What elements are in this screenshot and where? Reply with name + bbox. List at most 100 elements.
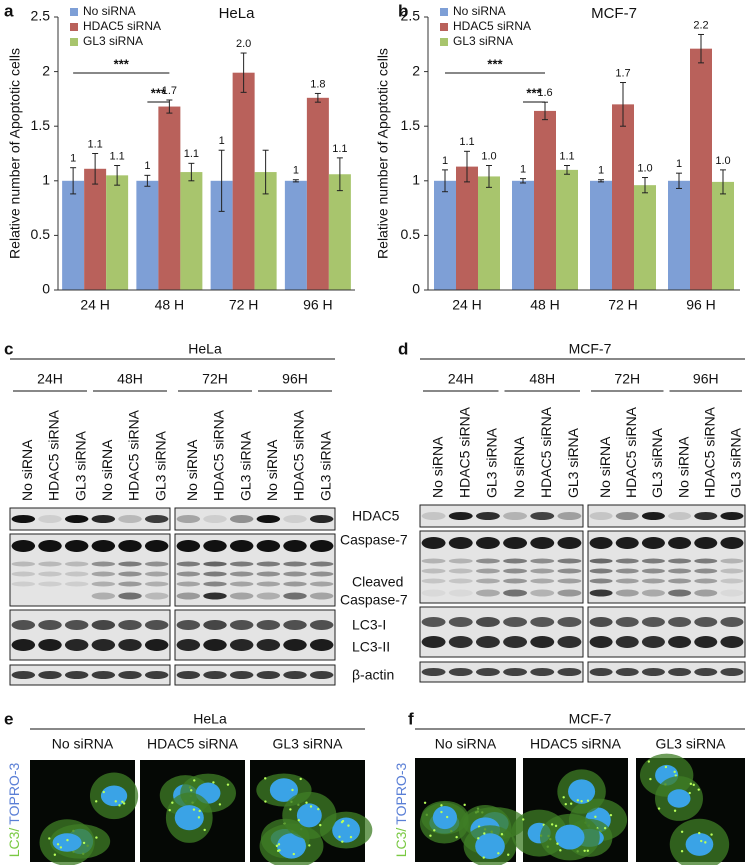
lc3-puncta bbox=[700, 839, 703, 843]
blot-band bbox=[203, 620, 227, 630]
micrograph-title: MCF-7 bbox=[569, 711, 612, 727]
bar bbox=[512, 180, 534, 290]
lc3-puncta bbox=[198, 809, 201, 813]
lc3-puncta bbox=[497, 852, 500, 855]
lc3-puncta bbox=[586, 799, 590, 802]
lane-label: GL3 siRNA bbox=[72, 430, 88, 501]
lc3-puncta bbox=[53, 853, 57, 856]
blot-band bbox=[530, 578, 555, 584]
y-tick-label: 2 bbox=[412, 62, 420, 78]
bar bbox=[158, 106, 181, 290]
blot-band bbox=[615, 537, 639, 549]
blot-membrane bbox=[9, 609, 171, 661]
error-bar bbox=[464, 150, 470, 183]
band-label: LC3-I bbox=[352, 617, 386, 633]
blot-band bbox=[589, 589, 613, 597]
blot-band bbox=[694, 578, 718, 584]
blot-band bbox=[64, 671, 89, 679]
bar bbox=[534, 110, 556, 290]
panel-letter: e bbox=[4, 709, 13, 728]
error-bar bbox=[314, 92, 321, 103]
x-tick-label: 96 H bbox=[686, 297, 716, 313]
blot-band bbox=[309, 561, 334, 567]
blot-band bbox=[475, 537, 500, 549]
blot-band bbox=[91, 639, 116, 651]
value-label: 2.2 bbox=[693, 19, 708, 31]
blot-band bbox=[668, 636, 692, 648]
lc3-puncta bbox=[609, 813, 613, 817]
blot-band bbox=[256, 540, 281, 552]
y-axis-label: Relative number of Apoptotic cells bbox=[7, 48, 23, 259]
bar bbox=[254, 172, 277, 290]
time-point-label: 24H bbox=[448, 371, 474, 387]
value-label: 1.1 bbox=[559, 150, 574, 162]
blot-band bbox=[283, 620, 307, 630]
lc3-puncta bbox=[710, 833, 713, 836]
legend-label: HDAC5 siRNA bbox=[83, 19, 161, 33]
nucleus bbox=[277, 833, 306, 859]
lc3-puncta bbox=[556, 842, 559, 845]
x-tick-label: 24 H bbox=[80, 297, 110, 313]
y-tick-label: 0.5 bbox=[401, 226, 421, 242]
blot-band bbox=[256, 639, 281, 651]
y-tick-label: 2.5 bbox=[31, 8, 51, 24]
lc3-puncta bbox=[455, 835, 458, 839]
blot-band bbox=[144, 515, 169, 523]
blot-band bbox=[118, 561, 142, 567]
blot-band bbox=[668, 617, 692, 627]
error-bar bbox=[698, 33, 704, 64]
blot-band bbox=[256, 581, 281, 587]
blot-band bbox=[203, 571, 227, 577]
lc3-puncta bbox=[674, 774, 677, 777]
blot-band bbox=[668, 578, 692, 584]
lc3-puncta bbox=[299, 777, 302, 781]
blot-band bbox=[448, 512, 473, 520]
blot-membrane bbox=[174, 507, 336, 531]
blot-band bbox=[64, 540, 89, 552]
nucleus bbox=[296, 803, 322, 828]
blot-band bbox=[668, 589, 692, 597]
blot-band bbox=[694, 668, 718, 676]
x-tick-label: 72 H bbox=[608, 297, 638, 313]
lane-label: GL3 siRNA bbox=[649, 427, 665, 498]
lc3-puncta bbox=[483, 832, 486, 835]
blot-band bbox=[475, 668, 500, 676]
band-label: HDAC5 bbox=[352, 508, 400, 524]
value-label: 2.0 bbox=[236, 38, 251, 50]
blot-band bbox=[503, 558, 528, 564]
stain-lc3: LC3/ bbox=[6, 828, 22, 858]
blot-band bbox=[91, 581, 116, 587]
blot-band bbox=[38, 571, 62, 577]
value-label: 1 bbox=[70, 153, 76, 165]
lane-label: No siRNA bbox=[511, 436, 527, 498]
blot-band bbox=[503, 668, 528, 676]
blot-band bbox=[615, 578, 639, 584]
panel-letter: c bbox=[4, 339, 13, 358]
blot-membrane bbox=[174, 533, 336, 607]
blot-band bbox=[448, 589, 473, 597]
blot-band bbox=[309, 620, 334, 630]
blot-band bbox=[641, 568, 665, 574]
blot-band bbox=[118, 540, 142, 552]
lc3-puncta bbox=[463, 803, 466, 807]
value-label: 1 bbox=[598, 165, 604, 177]
blot-band bbox=[615, 568, 639, 574]
blot-band bbox=[309, 515, 334, 523]
lane-label: HDAC5 siRNA bbox=[538, 406, 554, 498]
blot-band bbox=[694, 537, 718, 549]
blot-band bbox=[229, 515, 254, 523]
lc3-puncta bbox=[594, 815, 597, 819]
blot-band bbox=[309, 571, 334, 577]
band-label: Caspase-7 bbox=[340, 592, 408, 608]
blot-band bbox=[421, 537, 446, 549]
blot-band bbox=[203, 515, 227, 523]
nucleus bbox=[568, 779, 596, 804]
blot-band bbox=[530, 668, 555, 676]
value-label: 1.0 bbox=[481, 150, 496, 162]
bar bbox=[180, 172, 203, 290]
blot-band bbox=[589, 617, 613, 627]
blot-band bbox=[38, 671, 62, 679]
bar bbox=[434, 180, 456, 290]
blot-band bbox=[144, 540, 169, 552]
blot-band bbox=[530, 568, 555, 574]
